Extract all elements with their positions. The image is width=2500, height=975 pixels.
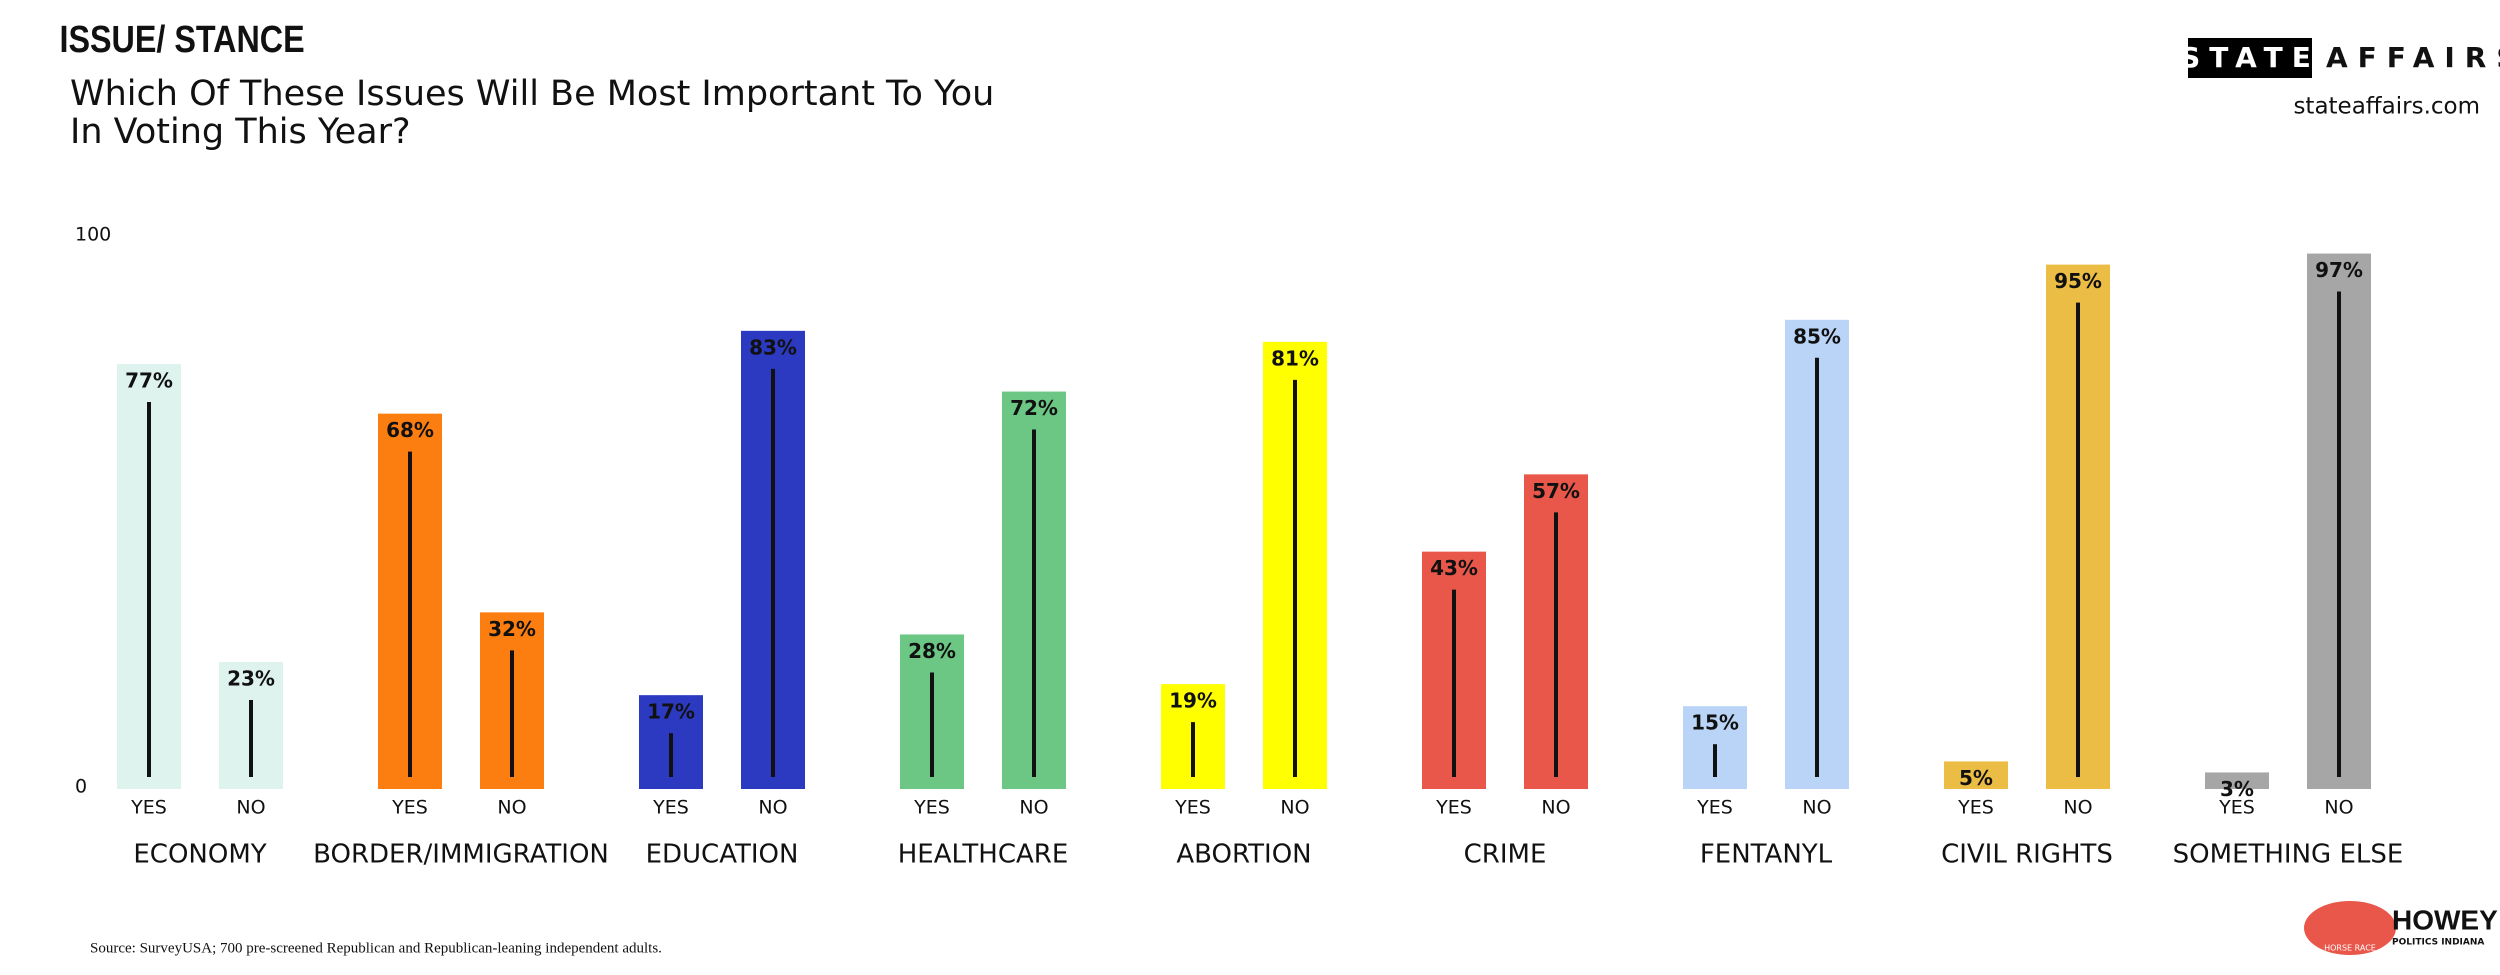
value-label: 68% [386,418,434,442]
logo-ribbon: HORSE RACE [2324,944,2376,953]
series-label: YES [130,797,167,819]
category-label: HEALTHCARE [898,840,1069,870]
logo-name: HOWEY [2392,904,2498,935]
category-label: FENTANYL [1700,840,1833,870]
series-label: NO [1541,797,1570,819]
value-label: 43% [1430,556,1478,580]
value-label: 23% [227,667,275,691]
series-label: YES [1435,797,1472,819]
brand-name: STATE [2180,41,2320,74]
series-label: NO [1280,797,1309,819]
value-label: 5% [1959,766,1993,790]
series-label: NO [236,797,265,819]
value-label: 17% [647,700,695,724]
value-label: 85% [1793,324,1841,348]
series-label: YES [2218,797,2255,819]
value-label: 95% [2054,269,2102,293]
category-label: BORDER/IMMIGRATION [313,840,609,870]
category-label: SOMETHING ELSE [2173,840,2404,870]
value-label: 15% [1691,711,1739,735]
brand-name: AFFAIRS [2326,41,2500,74]
series-label: NO [1802,797,1831,819]
value-label: 3% [2220,777,2254,801]
value-label: 97% [2315,258,2363,282]
y-tick-label: 0 [75,776,87,798]
value-label: 32% [488,617,536,641]
series-label: NO [2063,797,2092,819]
logo-badge [2304,901,2396,955]
bar [2205,772,2269,789]
y-tick-label: 100 [75,224,111,246]
series-label: YES [913,797,950,819]
value-label: 28% [908,639,956,663]
chart-title: In Voting This Year? [70,112,411,152]
series-label: YES [391,797,428,819]
value-label: 81% [1271,346,1319,370]
series-label: YES [652,797,689,819]
brand-box [2188,38,2312,78]
logo-sub: POLITICS INDIANA [2392,938,2484,948]
series-label: NO [497,797,526,819]
category-label: ECONOMY [133,840,266,870]
category-label: ABORTION [1176,840,1311,870]
series-label: YES [1174,797,1211,819]
value-label: 19% [1169,689,1217,713]
category-label: CIVIL RIGHTS [1941,840,2113,870]
value-label: 72% [1010,396,1058,420]
chart-title: Which Of These Issues Will Be Most Impor… [70,74,994,114]
series-label: NO [758,797,787,819]
value-label: 83% [749,335,797,359]
source: Source: SurveyUSA; 700 pre-screened Repu… [90,940,662,956]
category-label: EDUCATION [646,840,799,870]
series-label: YES [1957,797,1994,819]
category-label: CRIME [1464,840,1547,870]
bar [1944,761,2008,789]
brand-url: stateaffairs.com [2293,94,2480,120]
series-label: YES [1696,797,1733,819]
value-label: 57% [1532,479,1580,503]
series-label: NO [1019,797,1048,819]
series-label: NO [2324,797,2353,819]
value-label: 77% [125,368,173,392]
kicker: ISSUE/ STANCE [60,19,305,61]
